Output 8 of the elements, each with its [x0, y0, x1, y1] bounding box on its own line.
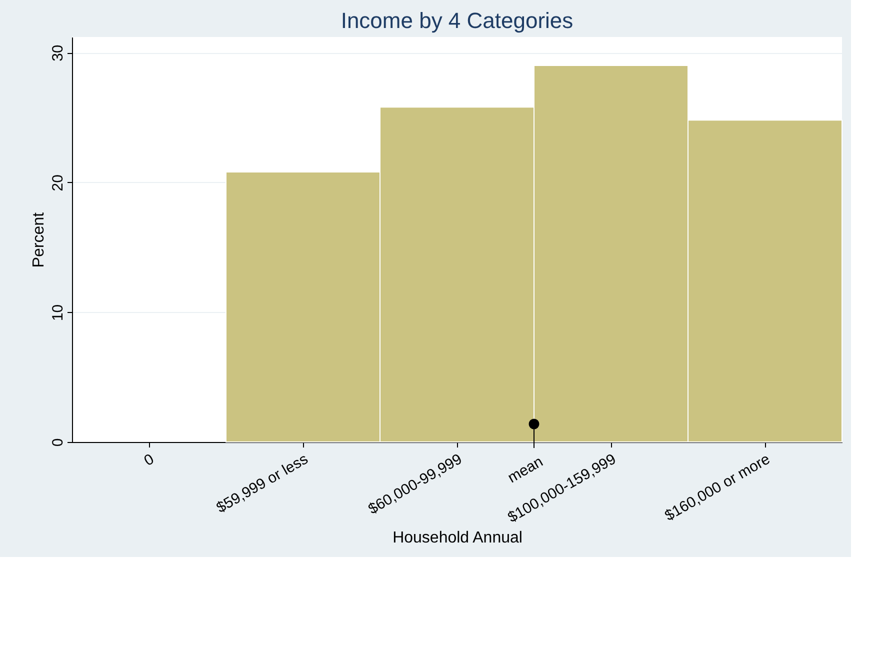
y-tick-label: 20: [50, 174, 66, 192]
x-tick-label: 0: [141, 450, 157, 470]
y-tick-label: 0: [50, 438, 66, 447]
y-tick-label: 30: [50, 44, 66, 62]
y-axis-title: Percent: [30, 212, 48, 268]
chart-title: Income by 4 Categories: [340, 8, 574, 33]
y-tick-label: 10: [50, 304, 66, 322]
x-axis-title: Household Annual: [392, 529, 522, 546]
